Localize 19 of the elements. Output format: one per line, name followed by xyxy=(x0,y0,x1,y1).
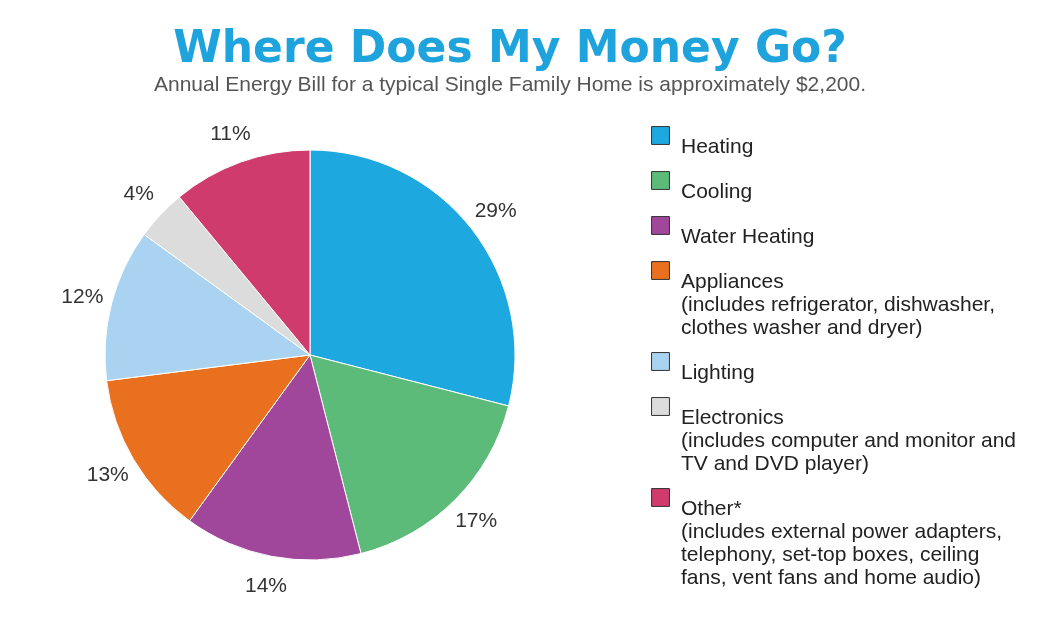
data-label: 17% xyxy=(455,508,498,532)
legend-label: Heating xyxy=(681,133,754,157)
chart-subtitle: Annual Energy Bill for a typical Single Family Home is approximately $2,200. xyxy=(153,72,867,95)
legend-label: Cooling xyxy=(681,178,753,202)
data-label: 12% xyxy=(61,283,104,307)
legend-label: Other* xyxy=(681,495,742,519)
text: (includes external power adapters, telephony, set-top boxes, ceiling fans, vent fans and home audio) xyxy=(681,518,1003,588)
data-label: 14% xyxy=(244,572,287,596)
legend-label: Appliances xyxy=(681,268,784,292)
legend-label: Lighting xyxy=(681,359,755,383)
data-label: 13% xyxy=(86,461,129,485)
data-label: 11% xyxy=(210,120,251,144)
legend-label: Electronics xyxy=(681,404,784,428)
data-label: 4% xyxy=(123,181,154,205)
data-label: 29% xyxy=(474,197,517,221)
text: (includes computer and monitor and TV and DVD player) xyxy=(681,427,1017,474)
chart-title: Where Does My Money Go? xyxy=(173,21,847,72)
legend-label: Water Heating xyxy=(681,223,815,247)
text: (includes refrigerator, dishwasher, clothes washer and dryer) xyxy=(681,291,995,338)
